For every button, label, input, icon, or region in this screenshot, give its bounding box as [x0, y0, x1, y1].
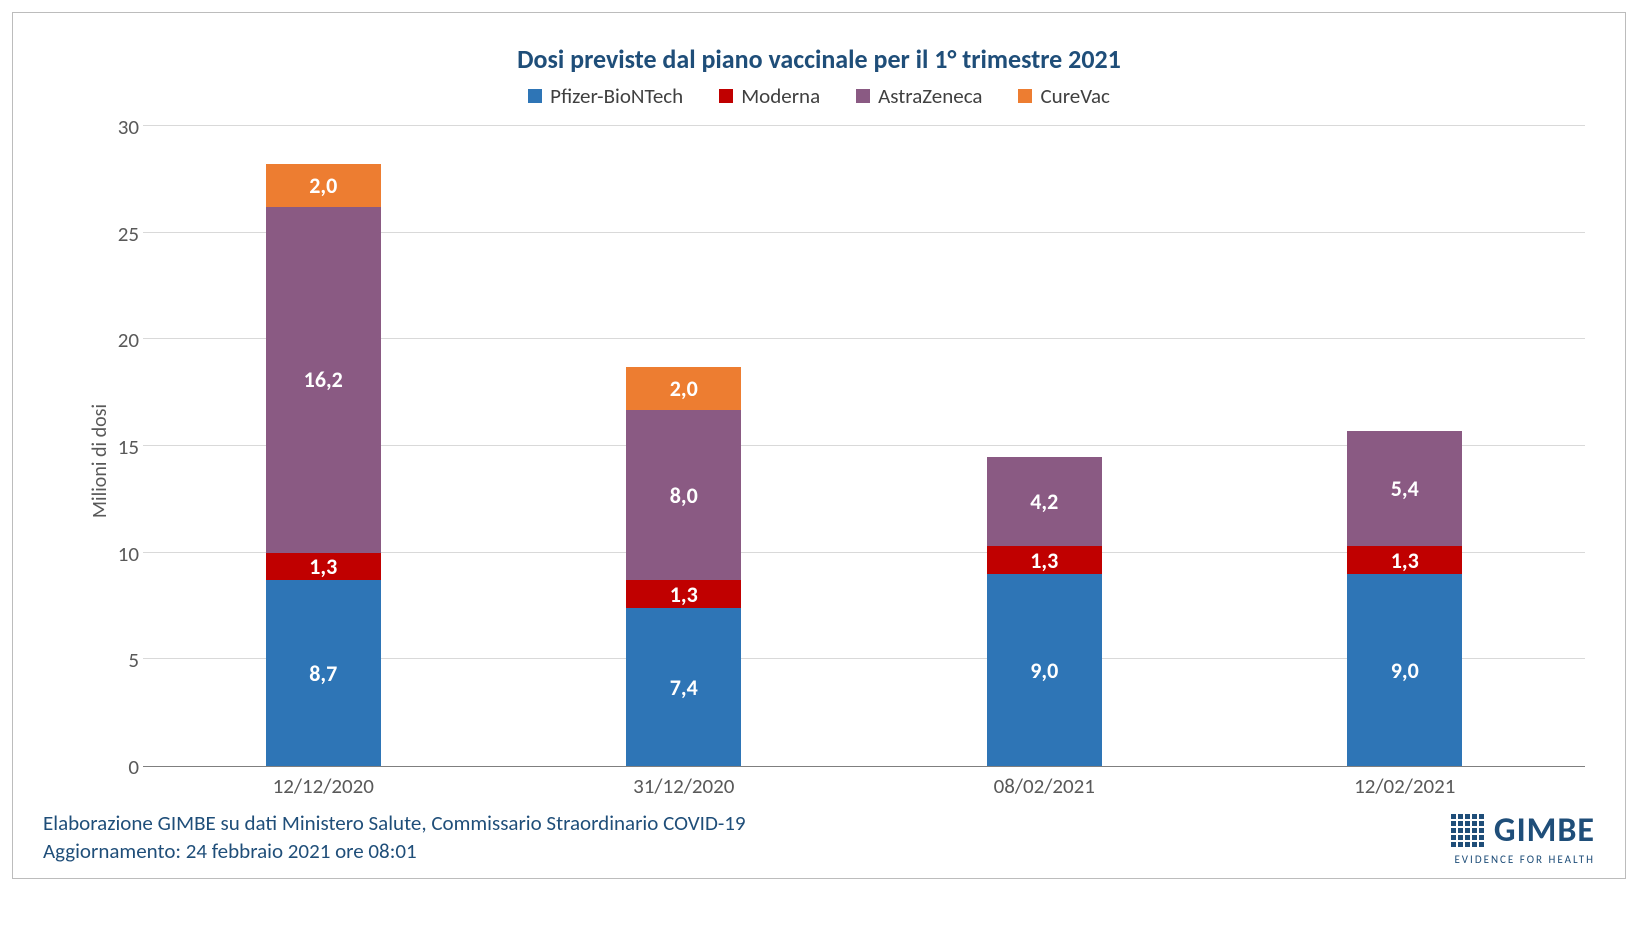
logo-row: GIMBE — [1451, 810, 1595, 851]
x-tick-label: 12/02/2021 — [1225, 767, 1586, 795]
bar-segment-label: 1,3 — [670, 581, 698, 608]
legend-label: Pfizer-BioNTech — [550, 83, 683, 109]
bar: 9,0 1,3 4,2 — [987, 457, 1102, 766]
y-tick-label: 0 — [128, 754, 139, 780]
bar-segment: 5,4 — [1347, 431, 1462, 546]
bar-segment-label: 16,2 — [304, 366, 343, 393]
bar: 9,0 1,3 5,4 — [1347, 431, 1462, 766]
bar-segment: 1,3 — [626, 580, 741, 608]
chart-legend: Pfizer-BioNTech Moderna AstraZeneca CureVac — [43, 83, 1595, 109]
legend-item: Pfizer-BioNTech — [528, 83, 683, 109]
bar-segment: 16,2 — [266, 207, 381, 553]
legend-swatch-icon — [528, 89, 542, 103]
y-tick-label: 10 — [118, 541, 139, 567]
gridline — [143, 125, 1585, 126]
chart-title: Dosi previste dal piano vaccinale per il… — [43, 43, 1595, 75]
plot-outer: 051015202530 8,71,316,22,07,41,38,02,09,… — [83, 127, 1595, 795]
bar-segment: 1,3 — [987, 546, 1102, 574]
y-axis-label-wrap: Milioni di dosi — [43, 127, 83, 795]
y-tick-label: 20 — [118, 327, 139, 353]
bar: 7,4 1,3 8,0 2,0 — [626, 367, 741, 766]
legend-swatch-icon — [719, 89, 733, 103]
bar: 8,7 1,3 16,2 2,0 — [266, 164, 381, 766]
footer-text: Elaborazione GIMBE su dati Ministero Sal… — [43, 809, 746, 866]
bar-segment-label: 9,0 — [1391, 657, 1419, 684]
logo: GIMBE EVIDENCE FOR HEALTH — [1451, 810, 1595, 866]
x-tick-label: 08/02/2021 — [864, 767, 1225, 795]
bar-segment-label: 5,4 — [1391, 475, 1419, 502]
footer-line2: Aggiornamento: 24 febbraio 2021 ore 08:0… — [43, 837, 746, 865]
bar-segment: 1,3 — [1347, 546, 1462, 574]
bar-segment-label: 7,4 — [670, 674, 698, 701]
bar-segment: 8,0 — [626, 410, 741, 581]
bar-segment: 4,2 — [987, 457, 1102, 547]
chart-panel: Dosi previste dal piano vaccinale per il… — [12, 12, 1626, 879]
footer-line1: Elaborazione GIMBE su dati Ministero Sal… — [43, 809, 746, 837]
x-tick-label: 12/12/2020 — [143, 767, 504, 795]
bar-segment-label: 9,0 — [1030, 657, 1058, 684]
bars-row: 8,7 1,3 16,2 2,0 7,4 1,3 8,0 2,0 9,0 1,3 4,2 9,0 1,3… — [143, 127, 1585, 766]
bar-segment-label: 1,3 — [1030, 547, 1058, 574]
bar-segment: 7,4 — [626, 608, 741, 766]
bar-segment-label: 8,0 — [670, 482, 698, 509]
plot-area: 8,7 1,3 16,2 2,0 7,4 1,3 8,0 2,0 9,0 1,3 4,2 9,0 1,3… — [143, 127, 1585, 767]
bar-slot: 9,0 1,3 4,2 — [864, 127, 1225, 766]
logo-dots-icon — [1451, 814, 1484, 847]
legend-item: AstraZeneca — [856, 83, 982, 109]
y-ticks: 051015202530 — [83, 127, 143, 767]
legend-item: Moderna — [719, 83, 820, 109]
bar-slot: 7,4 1,3 8,0 2,0 — [504, 127, 865, 766]
bar-segment-label: 4,2 — [1030, 488, 1058, 515]
legend-item: CureVac — [1018, 83, 1109, 109]
bar-segment: 2,0 — [626, 367, 741, 410]
bar-segment-label: 1,3 — [309, 553, 337, 580]
bar-segment-label: 8,7 — [309, 660, 337, 687]
logo-tagline: EVIDENCE FOR HEALTH — [1451, 853, 1595, 866]
footer: Elaborazione GIMBE su dati Ministero Sal… — [43, 809, 1595, 866]
x-tick-label: 31/12/2020 — [504, 767, 865, 795]
bar-segment-label: 2,0 — [670, 375, 698, 402]
bar-segment-label: 1,3 — [1391, 547, 1419, 574]
logo-brand: GIMBE — [1494, 810, 1595, 851]
y-tick-label: 25 — [118, 221, 139, 247]
x-axis: 12/12/202031/12/202008/02/202112/02/2021 — [143, 767, 1585, 795]
bar-segment: 8,7 — [266, 580, 381, 766]
legend-swatch-icon — [1018, 89, 1032, 103]
y-tick-label: 15 — [118, 434, 139, 460]
legend-swatch-icon — [856, 89, 870, 103]
legend-label: AstraZeneca — [878, 83, 982, 109]
legend-label: Moderna — [741, 83, 820, 109]
chart-frame: Dosi previste dal piano vaccinale per il… — [0, 0, 1638, 891]
bar-segment: 9,0 — [1347, 574, 1462, 766]
bar-segment: 1,3 — [266, 553, 381, 581]
legend-label: CureVac — [1040, 83, 1109, 109]
bar-segment: 2,0 — [266, 164, 381, 207]
y-tick-label: 30 — [118, 114, 139, 140]
bar-slot: 9,0 1,3 5,4 — [1225, 127, 1586, 766]
bar-slot: 8,7 1,3 16,2 2,0 — [143, 127, 504, 766]
chart-body: Milioni di dosi 051015202530 8,71,316,22… — [43, 127, 1595, 795]
bar-segment-label: 2,0 — [309, 172, 337, 199]
y-tick-label: 5 — [128, 647, 139, 673]
bar-segment: 9,0 — [987, 574, 1102, 766]
